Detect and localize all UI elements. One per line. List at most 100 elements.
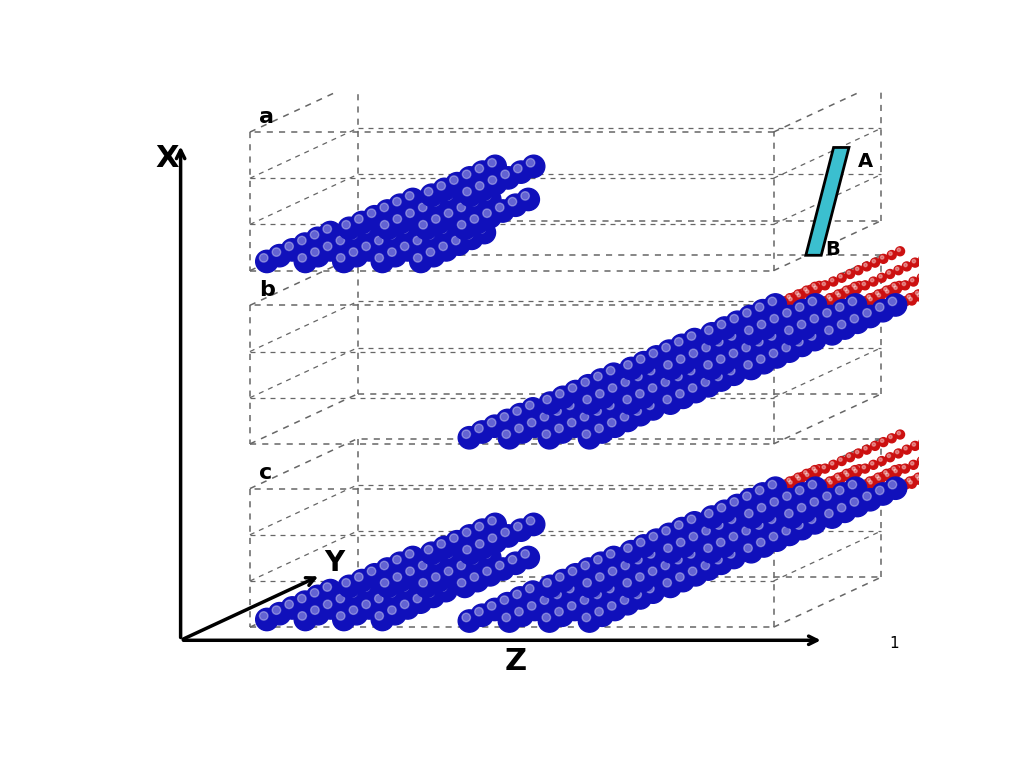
Circle shape	[763, 506, 772, 515]
Circle shape	[627, 381, 635, 390]
Circle shape	[712, 542, 721, 551]
Circle shape	[796, 526, 805, 535]
Circle shape	[894, 449, 903, 458]
Circle shape	[936, 247, 944, 255]
Circle shape	[680, 574, 688, 582]
Circle shape	[680, 559, 684, 562]
Circle shape	[336, 236, 345, 245]
Circle shape	[597, 393, 606, 402]
Circle shape	[611, 553, 621, 562]
Circle shape	[603, 374, 612, 383]
Circle shape	[819, 489, 842, 511]
Circle shape	[840, 473, 843, 477]
Circle shape	[568, 384, 577, 392]
Circle shape	[950, 442, 959, 450]
Circle shape	[282, 597, 303, 619]
Circle shape	[588, 432, 597, 441]
Circle shape	[809, 301, 818, 310]
Circle shape	[864, 263, 867, 267]
Circle shape	[717, 503, 726, 512]
Circle shape	[484, 424, 494, 433]
Circle shape	[537, 593, 559, 615]
Circle shape	[738, 517, 741, 520]
Circle shape	[798, 289, 807, 298]
Circle shape	[822, 308, 831, 318]
Circle shape	[414, 254, 422, 262]
Circle shape	[711, 547, 715, 551]
Circle shape	[759, 324, 768, 333]
Circle shape	[865, 477, 874, 486]
Circle shape	[591, 561, 599, 571]
Circle shape	[836, 291, 839, 295]
Circle shape	[553, 407, 561, 416]
Circle shape	[901, 480, 910, 489]
Circle shape	[728, 356, 731, 360]
Circle shape	[754, 544, 757, 547]
Circle shape	[785, 497, 788, 501]
Circle shape	[466, 194, 488, 216]
Circle shape	[501, 437, 505, 440]
Circle shape	[696, 535, 699, 539]
Circle shape	[642, 541, 651, 550]
Circle shape	[567, 407, 571, 410]
Circle shape	[307, 245, 330, 267]
Circle shape	[859, 482, 862, 486]
Circle shape	[518, 592, 526, 601]
Circle shape	[551, 421, 573, 443]
Circle shape	[638, 409, 647, 418]
Circle shape	[933, 468, 941, 477]
Circle shape	[638, 360, 641, 363]
Circle shape	[686, 550, 695, 558]
Circle shape	[729, 337, 733, 341]
Circle shape	[602, 546, 625, 568]
Circle shape	[895, 281, 904, 291]
Circle shape	[511, 414, 514, 417]
Circle shape	[788, 481, 793, 484]
Circle shape	[387, 231, 396, 239]
Circle shape	[402, 206, 424, 228]
Circle shape	[561, 576, 570, 584]
Circle shape	[870, 442, 880, 450]
Circle shape	[532, 604, 542, 613]
Circle shape	[609, 387, 612, 391]
Circle shape	[635, 581, 638, 584]
Circle shape	[717, 538, 725, 547]
Circle shape	[691, 553, 700, 562]
Circle shape	[768, 356, 771, 360]
Circle shape	[592, 563, 595, 566]
Circle shape	[636, 358, 645, 367]
Circle shape	[435, 239, 458, 261]
Circle shape	[470, 215, 478, 223]
Circle shape	[761, 305, 769, 314]
Circle shape	[644, 558, 648, 561]
Circle shape	[475, 164, 483, 173]
Circle shape	[891, 466, 899, 475]
Circle shape	[752, 300, 774, 322]
Circle shape	[919, 458, 923, 461]
Circle shape	[651, 573, 654, 577]
Circle shape	[422, 227, 444, 249]
Circle shape	[977, 249, 981, 252]
Circle shape	[792, 295, 795, 298]
Circle shape	[541, 584, 549, 593]
Circle shape	[765, 538, 774, 547]
Circle shape	[687, 370, 696, 380]
Circle shape	[815, 281, 823, 291]
Circle shape	[779, 351, 787, 359]
Circle shape	[902, 466, 905, 469]
Circle shape	[306, 585, 329, 607]
Circle shape	[839, 458, 842, 461]
Circle shape	[721, 321, 730, 330]
Circle shape	[720, 340, 728, 349]
Circle shape	[814, 337, 817, 340]
Circle shape	[587, 565, 595, 573]
Circle shape	[810, 317, 818, 326]
Circle shape	[817, 481, 826, 489]
Circle shape	[624, 546, 633, 555]
Circle shape	[585, 582, 588, 586]
Circle shape	[788, 311, 797, 321]
Circle shape	[543, 395, 551, 403]
Circle shape	[724, 542, 727, 546]
Circle shape	[674, 361, 683, 370]
Circle shape	[708, 367, 711, 370]
